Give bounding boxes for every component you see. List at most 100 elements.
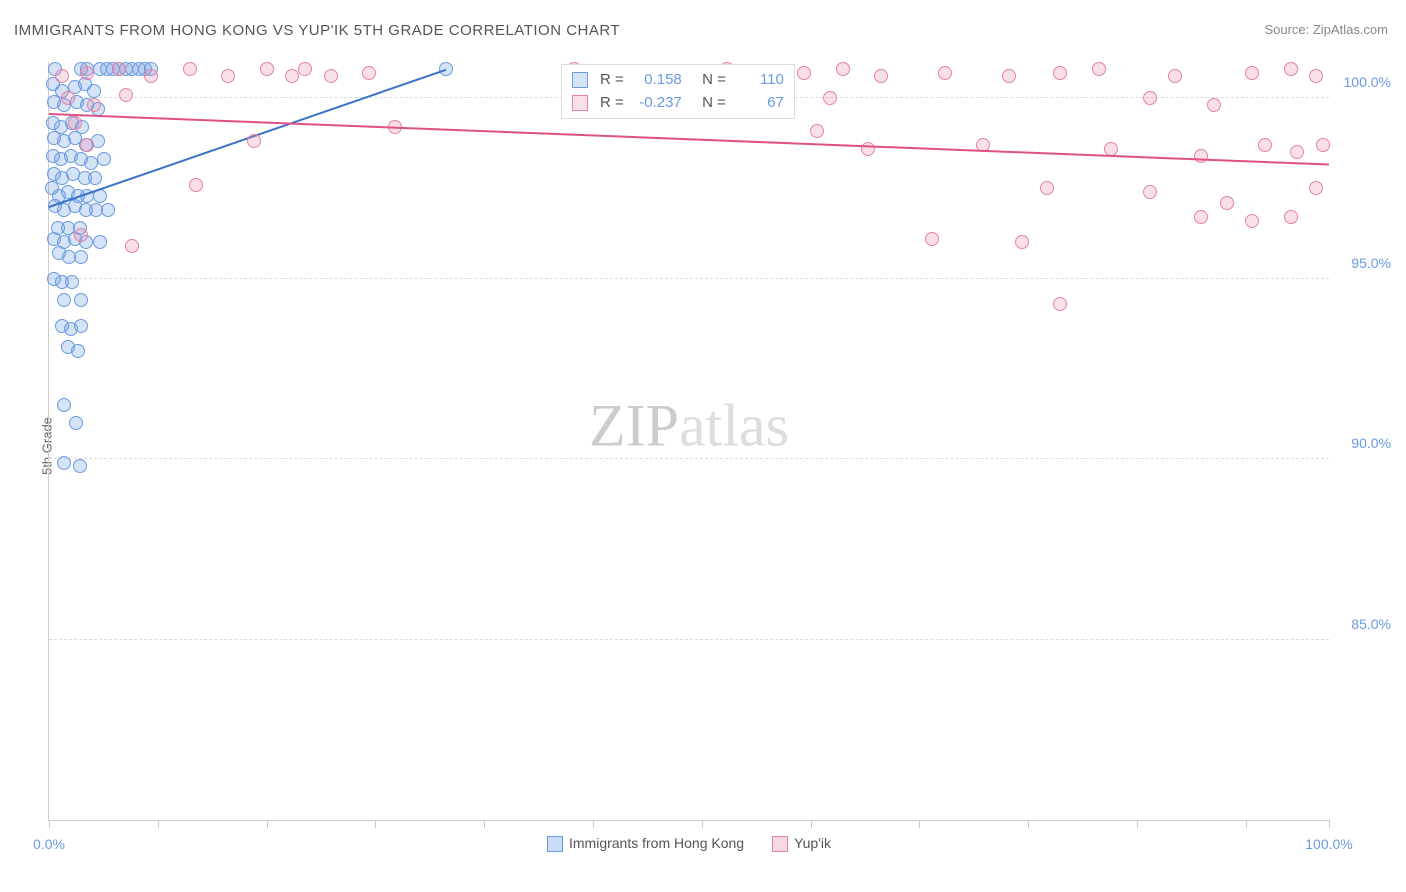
r-label: R = bbox=[600, 69, 624, 92]
legend-item: Yup'ik bbox=[772, 835, 831, 852]
watermark-bold: ZIP bbox=[589, 392, 679, 458]
point-yupik bbox=[125, 239, 139, 253]
point-yupik bbox=[1194, 149, 1208, 163]
point-yupik bbox=[1290, 145, 1304, 159]
point-hongkong bbox=[57, 456, 71, 470]
legend-label: Yup'ik bbox=[794, 835, 831, 851]
point-yupik bbox=[1258, 138, 1272, 152]
x-tick bbox=[158, 820, 159, 828]
point-yupik bbox=[1053, 66, 1067, 80]
point-yupik bbox=[1143, 185, 1157, 199]
x-tick bbox=[702, 820, 703, 828]
point-hongkong bbox=[74, 293, 88, 307]
point-hongkong bbox=[74, 319, 88, 333]
stats-row: R = -0.237 N = 67 bbox=[572, 92, 784, 115]
point-yupik bbox=[324, 69, 338, 83]
point-hongkong bbox=[87, 84, 101, 98]
legend-label: Immigrants from Hong Kong bbox=[569, 835, 744, 851]
x-tick bbox=[1246, 820, 1247, 828]
point-yupik bbox=[1284, 62, 1298, 76]
point-hongkong bbox=[74, 250, 88, 264]
point-yupik bbox=[1220, 196, 1234, 210]
point-yupik bbox=[938, 66, 952, 80]
point-hongkong bbox=[93, 235, 107, 249]
x-tick bbox=[1028, 820, 1029, 828]
n-label: N = bbox=[702, 69, 726, 92]
point-yupik bbox=[247, 134, 261, 148]
point-yupik bbox=[74, 228, 88, 242]
point-yupik bbox=[797, 66, 811, 80]
n-value: 67 bbox=[732, 92, 784, 115]
gridline bbox=[49, 458, 1329, 459]
point-yupik bbox=[298, 62, 312, 76]
point-yupik bbox=[874, 69, 888, 83]
x-tick bbox=[49, 820, 50, 828]
point-yupik bbox=[1092, 62, 1106, 76]
source-label: Source: bbox=[1264, 22, 1312, 37]
point-yupik bbox=[87, 98, 101, 112]
x-tick bbox=[919, 820, 920, 828]
x-tick bbox=[375, 820, 376, 828]
stats-row: R =0.158 N =110 bbox=[572, 69, 784, 92]
legend-swatch bbox=[572, 95, 588, 111]
point-yupik bbox=[1245, 66, 1259, 80]
point-yupik bbox=[260, 62, 274, 76]
point-yupik bbox=[68, 116, 82, 130]
scatter-plot-area: ZIPatlas 85.0%90.0%95.0%100.0%0.0%100.0%… bbox=[48, 62, 1329, 821]
y-tick-label: 85.0% bbox=[1351, 616, 1391, 632]
point-yupik bbox=[861, 142, 875, 156]
point-yupik bbox=[1245, 214, 1259, 228]
x-tick bbox=[1329, 820, 1330, 828]
y-tick-label: 100.0% bbox=[1344, 74, 1391, 90]
point-yupik bbox=[1207, 98, 1221, 112]
legend-swatch bbox=[572, 72, 588, 88]
point-yupik bbox=[285, 69, 299, 83]
point-yupik bbox=[221, 69, 235, 83]
point-hongkong bbox=[88, 171, 102, 185]
r-label: R = bbox=[600, 92, 624, 115]
point-yupik bbox=[1040, 181, 1054, 195]
chart-title: IMMIGRANTS FROM HONG KONG VS YUP'IK 5TH … bbox=[14, 22, 620, 39]
n-label: N = bbox=[702, 92, 726, 115]
x-tick bbox=[484, 820, 485, 828]
r-value: -0.237 bbox=[630, 92, 682, 115]
point-yupik bbox=[1309, 181, 1323, 195]
point-yupik bbox=[1053, 297, 1067, 311]
source-value: ZipAtlas.com bbox=[1313, 22, 1388, 37]
y-tick-label: 95.0% bbox=[1351, 255, 1391, 271]
point-yupik bbox=[925, 232, 939, 246]
point-yupik bbox=[80, 66, 94, 80]
watermark-light: atlas bbox=[679, 392, 789, 458]
point-yupik bbox=[55, 69, 69, 83]
point-yupik bbox=[1284, 210, 1298, 224]
point-hongkong bbox=[97, 152, 111, 166]
point-yupik bbox=[810, 124, 824, 138]
point-hongkong bbox=[71, 344, 85, 358]
watermark: ZIPatlas bbox=[589, 391, 789, 460]
point-yupik bbox=[1316, 138, 1330, 152]
legend-swatch bbox=[772, 836, 788, 852]
gridline bbox=[49, 278, 1329, 279]
point-hongkong bbox=[73, 459, 87, 473]
x-tick bbox=[267, 820, 268, 828]
point-yupik bbox=[119, 88, 133, 102]
point-yupik bbox=[836, 62, 850, 76]
point-yupik bbox=[112, 62, 126, 76]
point-yupik bbox=[183, 62, 197, 76]
point-hongkong bbox=[69, 416, 83, 430]
y-tick-label: 90.0% bbox=[1351, 435, 1391, 451]
point-yupik bbox=[362, 66, 376, 80]
point-yupik bbox=[1015, 235, 1029, 249]
point-yupik bbox=[1104, 142, 1118, 156]
point-yupik bbox=[1309, 69, 1323, 83]
x-tick bbox=[1137, 820, 1138, 828]
point-yupik bbox=[1194, 210, 1208, 224]
point-yupik bbox=[823, 91, 837, 105]
stats-legend-box: R =0.158 N =110R =-0.237 N =67 bbox=[561, 64, 795, 119]
point-hongkong bbox=[57, 293, 71, 307]
point-hongkong bbox=[57, 398, 71, 412]
x-tick bbox=[593, 820, 594, 828]
x-tick-label: 0.0% bbox=[33, 836, 65, 852]
n-value: 110 bbox=[732, 69, 784, 92]
gridline bbox=[49, 639, 1329, 640]
